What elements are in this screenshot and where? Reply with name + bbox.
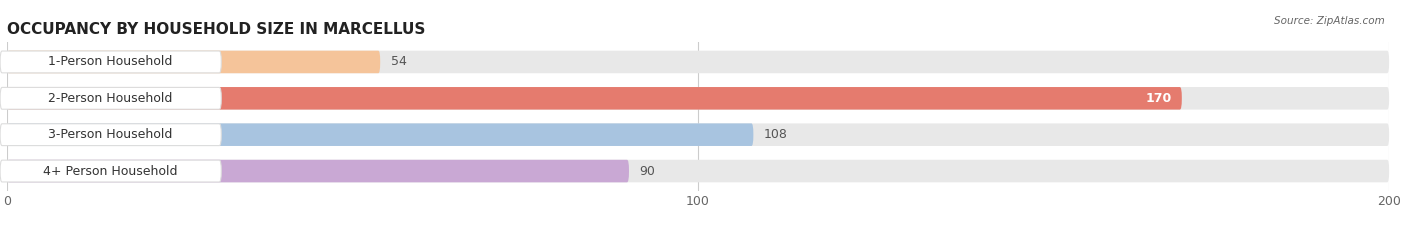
Text: 4+ Person Household: 4+ Person Household bbox=[44, 164, 179, 178]
Text: 90: 90 bbox=[640, 164, 655, 178]
FancyBboxPatch shape bbox=[0, 51, 221, 73]
FancyBboxPatch shape bbox=[7, 87, 1182, 110]
Text: 3-Person Household: 3-Person Household bbox=[48, 128, 173, 141]
FancyBboxPatch shape bbox=[7, 123, 754, 146]
Text: OCCUPANCY BY HOUSEHOLD SIZE IN MARCELLUS: OCCUPANCY BY HOUSEHOLD SIZE IN MARCELLUS bbox=[7, 22, 426, 37]
FancyBboxPatch shape bbox=[7, 160, 628, 182]
FancyBboxPatch shape bbox=[0, 160, 221, 182]
FancyBboxPatch shape bbox=[7, 123, 1389, 146]
Text: 170: 170 bbox=[1146, 92, 1171, 105]
Text: 2-Person Household: 2-Person Household bbox=[48, 92, 173, 105]
Text: 54: 54 bbox=[391, 55, 406, 69]
FancyBboxPatch shape bbox=[7, 160, 1389, 182]
Text: Source: ZipAtlas.com: Source: ZipAtlas.com bbox=[1274, 16, 1385, 26]
FancyBboxPatch shape bbox=[7, 51, 380, 73]
Text: 108: 108 bbox=[763, 128, 787, 141]
FancyBboxPatch shape bbox=[0, 87, 221, 109]
FancyBboxPatch shape bbox=[0, 124, 221, 146]
Text: 1-Person Household: 1-Person Household bbox=[48, 55, 173, 69]
FancyBboxPatch shape bbox=[7, 87, 1389, 110]
FancyBboxPatch shape bbox=[7, 51, 1389, 73]
